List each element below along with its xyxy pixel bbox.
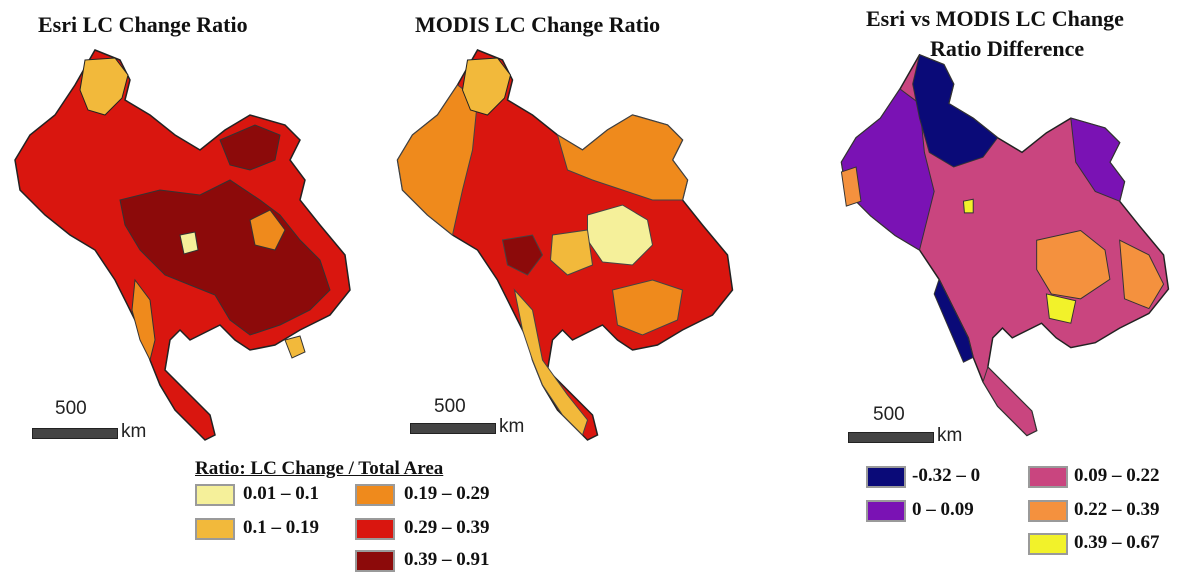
modis-scale-value: 500	[434, 396, 466, 417]
ratio-legend-swatch-5	[355, 550, 395, 572]
modis-map-title: MODIS LC Change Ratio	[415, 12, 661, 37]
esri-region-central-high	[119, 179, 331, 336]
ratio-legend-swatch-1	[195, 484, 235, 506]
modis-region-high	[501, 234, 544, 276]
diff-region-west	[840, 88, 935, 251]
modis-region-central-low	[587, 204, 654, 266]
esri-region-lowmid	[249, 209, 286, 251]
ratio-legend-label-1: 0.01 – 0.1	[243, 483, 319, 504]
diff-legend-swatch-5	[1028, 533, 1068, 555]
diff-legend-label-5: 0.39 – 0.67	[1074, 532, 1160, 553]
modis-region-east-mid	[556, 114, 689, 201]
esri-region-east-high	[219, 124, 281, 171]
modis-region-west	[396, 84, 479, 236]
difference-map-title-line1: Esri vs MODIS LC Change	[866, 6, 1124, 31]
difference-map-title-line2: Ratio Difference	[930, 36, 1085, 61]
ratio-legend-swatch-3	[355, 484, 395, 506]
diff-region-yellow-2	[962, 198, 974, 214]
diff-region-south-west	[840, 166, 862, 207]
diff-legend-label-3: 0.09 – 0.22	[1074, 465, 1160, 486]
modis-scale-bar	[410, 423, 496, 434]
ratio-legend-swatch-4	[355, 518, 395, 540]
esri-map-title: Esri LC Change Ratio	[38, 12, 248, 37]
ratio-legend-label-4: 0.29 – 0.39	[404, 517, 490, 538]
diff-scale-unit: km	[937, 425, 963, 446]
modis-region-north-mid	[461, 57, 512, 116]
ratio-legend-label-3: 0.19 – 0.29	[404, 483, 490, 504]
diff-region-coast	[933, 278, 974, 363]
diff-scale-bar	[848, 432, 934, 443]
esri-region-south-low	[284, 335, 306, 359]
esri-region-north-mid	[79, 57, 129, 116]
diff-region-east	[1070, 117, 1126, 202]
esri-scale-value: 500	[55, 398, 87, 419]
modis-region-central-mid	[549, 229, 594, 276]
diff-legend-label-2: 0 – 0.09	[912, 499, 974, 520]
ratio-legend-swatch-2	[195, 518, 235, 540]
esri-change-ratio-map	[14, 49, 351, 441]
diff-legend-swatch-2	[866, 500, 906, 522]
diff-legend-swatch-4	[1028, 500, 1068, 522]
diff-legend-label-1: -0.32 – 0	[912, 465, 981, 486]
difference-map	[840, 53, 1170, 437]
modis-scale-unit: km	[499, 416, 525, 437]
ratio-legend-title: Ratio: LC Change / Total Area	[195, 458, 444, 479]
diff-region-north	[912, 54, 999, 168]
ratio-legend-label-5: 0.39 – 0.91	[404, 549, 490, 570]
esri-scale-bar	[32, 428, 118, 439]
diff-legend-label-4: 0.22 – 0.39	[1074, 499, 1160, 520]
esri-region-coast	[131, 278, 156, 362]
modis-change-ratio-map	[396, 49, 734, 441]
esri-region-low	[179, 231, 199, 255]
modis-region-south-mid	[611, 279, 684, 336]
esri-scale-unit: km	[121, 421, 147, 442]
ratio-legend-label-2: 0.1 – 0.19	[243, 517, 319, 538]
diff-region-yellow-1	[1045, 293, 1077, 324]
modis-region-coast	[513, 288, 589, 436]
diff-region-central-orange	[1036, 229, 1111, 300]
diff-region-tail	[982, 366, 1038, 437]
diff-region-southeast-orange	[1119, 239, 1165, 310]
diff-legend-swatch-3	[1028, 466, 1068, 488]
diff-legend-swatch-1	[866, 466, 906, 488]
diff-scale-value: 500	[873, 404, 905, 425]
